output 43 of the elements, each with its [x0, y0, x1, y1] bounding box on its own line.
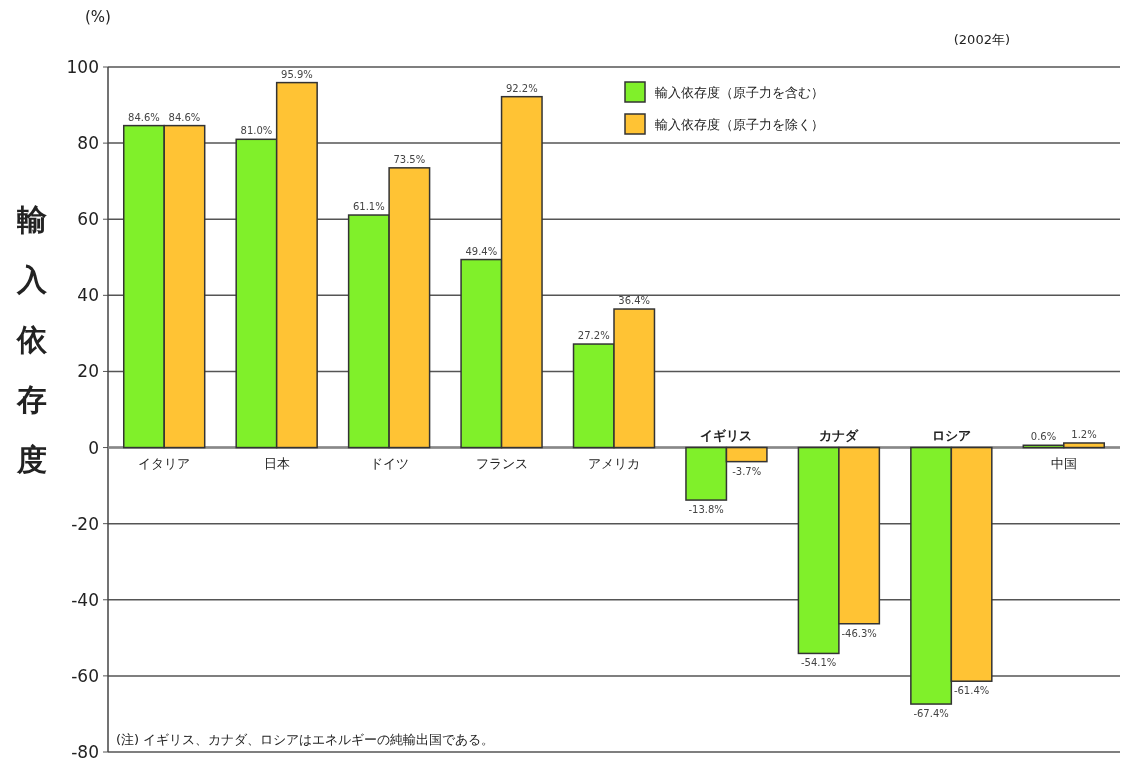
data-label: -46.3% [841, 627, 877, 639]
data-label: 27.2% [577, 330, 610, 342]
data-label: -54.1% [800, 657, 837, 669]
data-label: 1.2% [1071, 428, 1097, 440]
y-tick-label: 100 [66, 57, 99, 77]
x-tick-label: カナダ [819, 427, 860, 443]
y-tick-label: 60 [77, 209, 99, 230]
y-tick-label: -40 [71, 589, 99, 610]
y-tick-label: 0 [88, 437, 99, 458]
data-label: 84.6% [168, 111, 201, 123]
data-label: 0.6% [1030, 431, 1057, 443]
x-tick-label: 中国 [1050, 455, 1077, 471]
data-label: -3.7% [732, 465, 762, 477]
text: (%) [85, 8, 111, 26]
y-tick-label: -80 [71, 742, 99, 762]
data-label: -13.8% [688, 504, 724, 516]
y-tick-label: 20 [77, 361, 99, 382]
x-tick-label: 日本 [263, 455, 290, 471]
x-tick-label: フランス [475, 455, 528, 471]
y-tick-label: 40 [77, 285, 99, 306]
y-tick-label: -20 [71, 513, 99, 534]
data-label: 81.0% [240, 125, 273, 137]
x-tick-label: ドイツ [369, 455, 409, 471]
legend-label: 輸入依存度（原子力を除く） [655, 117, 824, 132]
data-label: 92.2% [505, 82, 538, 94]
data-label: 49.4% [465, 245, 498, 257]
y-tick-label: 80 [77, 133, 99, 154]
y-tick-label: -60 [71, 665, 99, 686]
legend-label: 輸入依存度（原子力を含む） [655, 85, 824, 100]
x-tick-label: ロシア [931, 427, 971, 443]
data-label: 36.4% [618, 295, 651, 307]
x-tick-label: イタリア [138, 455, 191, 471]
data-label: 84.6% [128, 111, 160, 123]
annotation: (注) イギリス、カナダ、ロシアはエネルギーの純輸出国である。 [116, 732, 495, 747]
data-label: 73.5% [393, 153, 426, 165]
data-label: -61.4% [953, 685, 990, 697]
x-tick-label: アメリカ [588, 455, 640, 471]
data-label: 95.9% [281, 68, 313, 80]
y-axis-title: 輸入依存度 [16, 202, 48, 477]
text: (2002年) [953, 32, 1010, 47]
data-label: 61.1% [352, 201, 385, 213]
x-tick-label: イギリス [700, 427, 753, 443]
data-label: -67.4% [913, 708, 949, 720]
